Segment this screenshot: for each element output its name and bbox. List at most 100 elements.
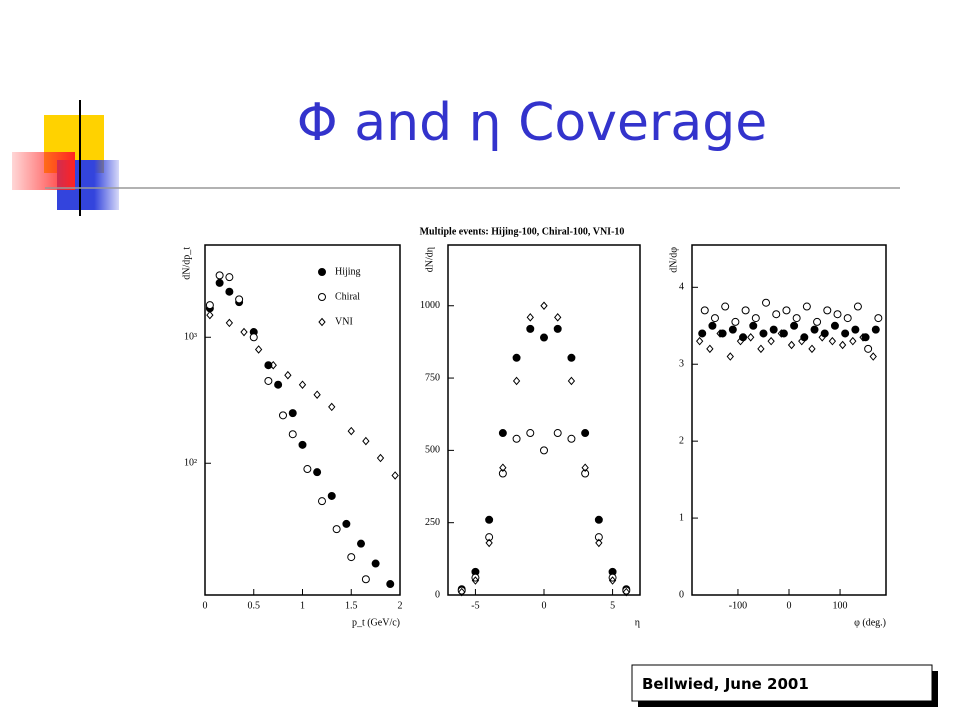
point (526, 324, 535, 333)
point (264, 361, 273, 370)
point (313, 468, 322, 477)
point (594, 515, 603, 524)
point (751, 314, 760, 323)
point (818, 333, 826, 342)
x-tick-label: -5 (471, 600, 479, 611)
point (279, 411, 287, 420)
point (540, 446, 548, 455)
point (869, 352, 877, 361)
point (695, 336, 704, 346)
point (264, 376, 273, 385)
point (512, 434, 521, 443)
point (485, 515, 494, 524)
point (458, 587, 466, 597)
point (594, 533, 603, 542)
point (813, 317, 822, 326)
point (728, 325, 737, 334)
point (225, 318, 234, 328)
point (512, 353, 521, 362)
point (471, 576, 480, 585)
point (798, 336, 806, 346)
point (554, 313, 562, 322)
slide-title: Φ and η Coverage (297, 93, 767, 153)
y-tick-label: 10² (184, 458, 197, 469)
y-tick-label: 2 (679, 435, 684, 446)
point (254, 345, 263, 354)
point (206, 310, 214, 320)
x-tick-label: 5 (610, 600, 615, 611)
point (485, 538, 493, 548)
x-tick-label: 1.5 (345, 600, 358, 611)
footer: Bellwied, June 2001 (642, 675, 809, 693)
point (823, 306, 832, 315)
point (833, 310, 842, 319)
point (853, 302, 862, 311)
legend-label: Hijing (335, 266, 361, 277)
point (859, 333, 867, 342)
point (225, 273, 234, 282)
point (622, 587, 630, 597)
point (357, 539, 365, 548)
point (849, 336, 857, 346)
point (540, 301, 548, 311)
point (215, 271, 224, 280)
point (787, 340, 796, 350)
y-tick-label: 0 (679, 589, 684, 600)
plot-frame (447, 244, 641, 596)
point (303, 465, 312, 474)
point (828, 336, 837, 346)
figure-title: Multiple events: Hijing-100, Chiral-100,… (420, 226, 625, 237)
point (553, 429, 562, 438)
point (792, 314, 801, 323)
point (328, 402, 336, 412)
point (313, 390, 321, 399)
point (838, 340, 847, 350)
point (790, 321, 799, 330)
legend-marker (318, 268, 326, 276)
point (721, 302, 730, 311)
point (830, 321, 839, 330)
point (499, 463, 507, 472)
point (581, 463, 589, 472)
point (298, 380, 307, 390)
point (581, 469, 590, 478)
y-axis-label: dN/dp_t (181, 247, 192, 280)
x-tick-label: 1 (300, 600, 305, 611)
point (851, 325, 860, 334)
y-tick-label: 10³ (184, 332, 197, 343)
point (700, 306, 709, 315)
y-axis-label: dN/dφ (668, 247, 679, 273)
footer-box (631, 664, 933, 702)
point (361, 575, 370, 584)
point (235, 295, 244, 304)
point (808, 344, 816, 354)
x-axis-label: η (635, 617, 640, 628)
point (708, 321, 717, 330)
point (731, 317, 740, 326)
y-tick-label: 500 (425, 445, 440, 456)
point (762, 298, 771, 307)
point (736, 336, 745, 346)
y-tick-label: 250 (425, 517, 440, 528)
point (864, 344, 873, 353)
point (526, 429, 535, 438)
point (284, 370, 292, 380)
point (772, 310, 781, 319)
point (843, 314, 852, 323)
point (485, 533, 494, 542)
point (841, 329, 850, 338)
x-tick-label: 0 (203, 600, 208, 611)
point (205, 301, 214, 310)
point (391, 471, 399, 480)
point (327, 491, 336, 500)
point (757, 344, 765, 354)
point (240, 327, 248, 337)
point (567, 376, 576, 386)
point (595, 538, 603, 548)
legend-marker (318, 293, 326, 301)
point (371, 559, 380, 568)
point (269, 360, 277, 370)
plot-frame (691, 244, 887, 596)
